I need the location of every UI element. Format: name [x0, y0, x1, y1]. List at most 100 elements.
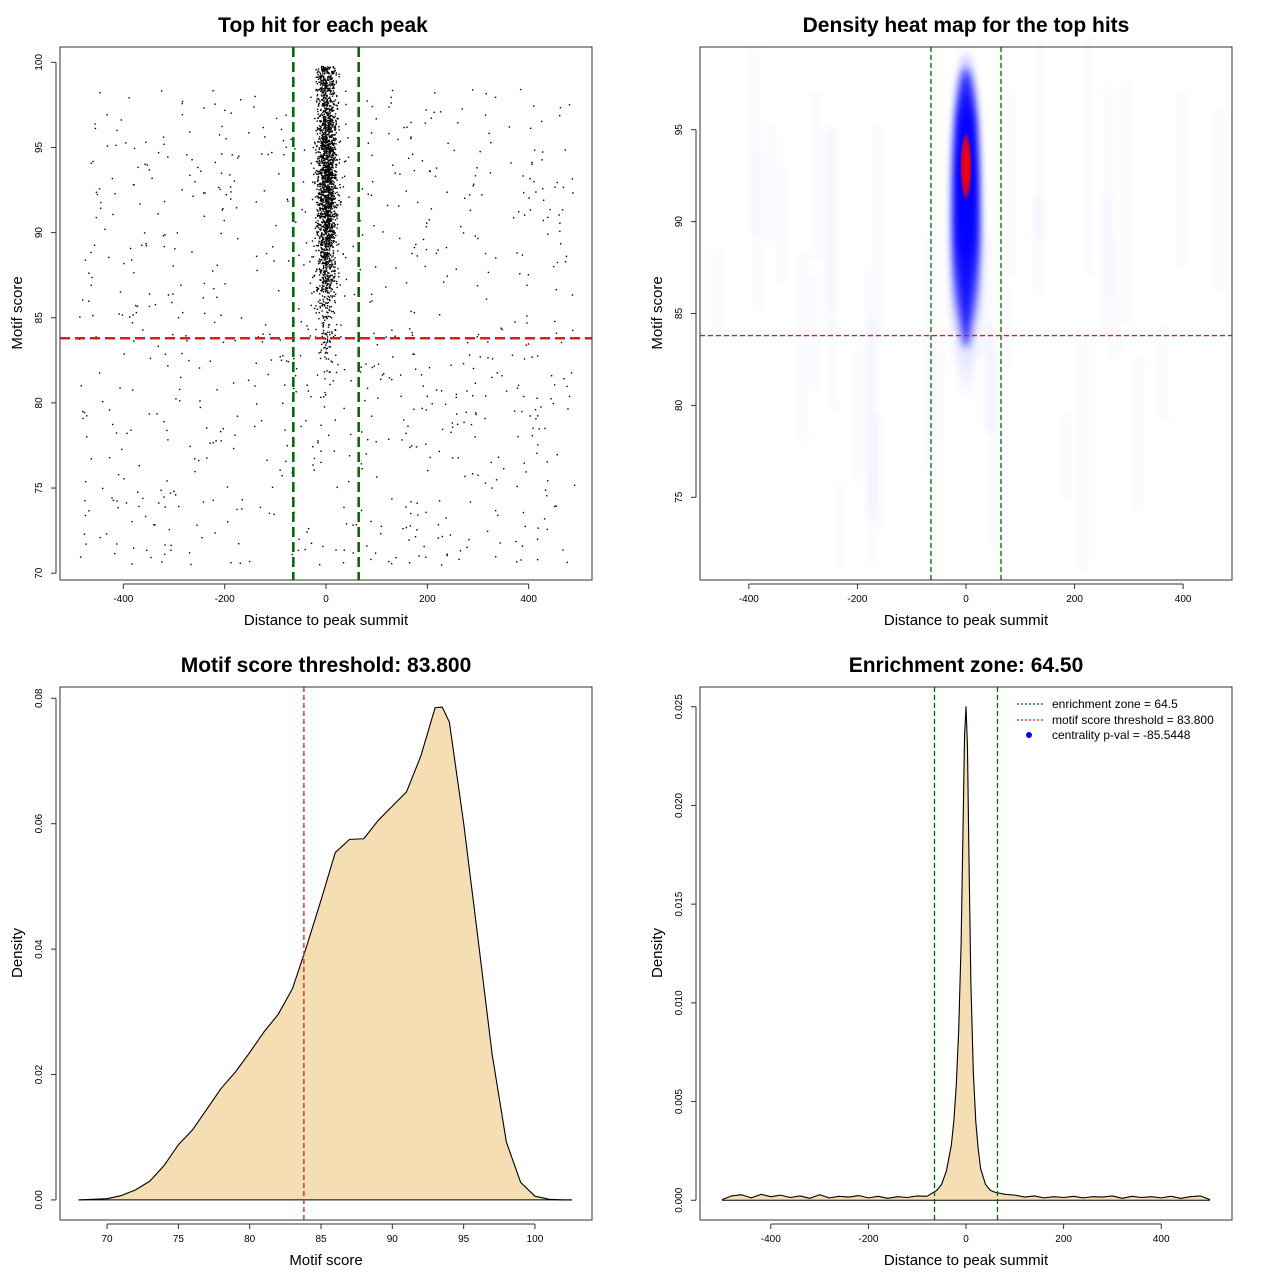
scatter-point: [325, 87, 327, 89]
scatter-point: [322, 210, 324, 212]
scatter-point: [497, 514, 499, 517]
scatter-point: [499, 542, 501, 544]
scatter-point: [474, 436, 476, 438]
scatter-point: [328, 132, 330, 134]
reference-lines: [933, 687, 999, 1220]
scatter-point: [326, 370, 328, 372]
scatter-point: [322, 144, 325, 147]
scatter-point: [334, 156, 336, 159]
scatter-point: [330, 142, 333, 145]
scatter-point: [328, 276, 330, 278]
scatter-point: [329, 197, 332, 199]
scatter-point: [326, 133, 329, 136]
scatter-point: [528, 197, 530, 199]
scatter-point: [332, 154, 334, 157]
scatter-point: [333, 222, 336, 224]
density-area: [78, 706, 573, 1201]
scatter-point: [571, 294, 574, 296]
scatter-point: [325, 174, 327, 176]
scatter-point: [116, 500, 118, 502]
scatter-point: [278, 289, 280, 292]
scatter-point: [339, 140, 342, 143]
scatter-point: [330, 274, 332, 277]
scatter-point: [531, 435, 534, 437]
scatter-point: [327, 180, 329, 182]
scatter-point: [174, 494, 177, 496]
scatter-point: [532, 427, 534, 429]
scatter-point: [320, 351, 322, 353]
scatter-point: [335, 122, 337, 125]
scatter-point: [570, 372, 573, 374]
scatter-point: [333, 280, 335, 282]
scatter-point: [164, 506, 166, 508]
scatter-point: [321, 89, 323, 91]
scatter-point: [550, 398, 552, 400]
scatter-point: [174, 248, 176, 250]
y-axis-label: Motif score: [9, 276, 26, 349]
scatter-point: [328, 144, 330, 147]
scatter-point: [324, 184, 326, 186]
scatter-point: [321, 310, 323, 312]
scatter-point: [336, 187, 338, 190]
plot-frame: [699, 686, 1233, 1221]
scatter-point: [324, 275, 326, 278]
scatter-point: [317, 70, 319, 72]
scatter-point: [371, 105, 373, 108]
scatter-point: [328, 189, 331, 192]
scatter-point: [325, 348, 328, 350]
y-tick-label: 0.06: [34, 814, 45, 834]
scatter-point: [385, 286, 387, 288]
scatter-point: [229, 186, 232, 188]
scatter-point: [334, 269, 336, 272]
scatter-point: [333, 295, 336, 297]
scatter-point: [327, 113, 329, 116]
x-tick-label: 400: [1175, 594, 1192, 605]
scatter-point: [322, 134, 324, 136]
scatter-point: [328, 112, 330, 115]
scatter-point: [550, 375, 553, 377]
scatter-point: [320, 200, 322, 203]
scatter-point: [332, 202, 334, 205]
scatter-point: [323, 127, 325, 130]
scatter-point: [326, 201, 328, 203]
scatter-point: [324, 223, 326, 226]
scatter-point: [524, 525, 526, 528]
scatter-point: [553, 384, 556, 386]
x-tick-label: 400: [520, 594, 537, 605]
scatter-point: [536, 452, 538, 455]
scatter-point: [428, 219, 431, 221]
scatter-point: [331, 165, 334, 167]
scatter-point: [326, 84, 328, 87]
scatter-point: [321, 244, 324, 246]
scatter-point: [331, 81, 333, 83]
scatter-point: [323, 259, 326, 261]
scatter-point: [136, 305, 139, 308]
scatter-point: [323, 229, 325, 232]
scatter-point: [326, 238, 329, 241]
scatter-point: [329, 101, 331, 103]
scatter-point: [221, 153, 223, 155]
scatter-point: [350, 380, 352, 382]
scatter-point: [329, 259, 331, 262]
scatter-point: [321, 191, 324, 193]
scatter-point: [321, 171, 323, 174]
scatter-point: [323, 116, 326, 118]
scatter-point: [322, 111, 324, 113]
scatter-point: [333, 240, 336, 242]
scatter-point: [133, 340, 135, 342]
scatter-point: [327, 164, 329, 167]
scatter-point: [445, 246, 448, 249]
scatter-point: [200, 170, 202, 173]
scatter-point: [332, 147, 334, 149]
scatter-point: [560, 341, 563, 344]
scatter-point: [320, 75, 322, 78]
scatter-point: [425, 409, 428, 411]
scatter-point: [333, 213, 335, 216]
scatter-point: [329, 77, 332, 80]
scatter-point: [352, 524, 354, 526]
scatter-point: [328, 247, 331, 250]
scatter-point: [536, 558, 539, 561]
scatter-point: [328, 110, 331, 113]
scatter-point: [474, 412, 477, 414]
